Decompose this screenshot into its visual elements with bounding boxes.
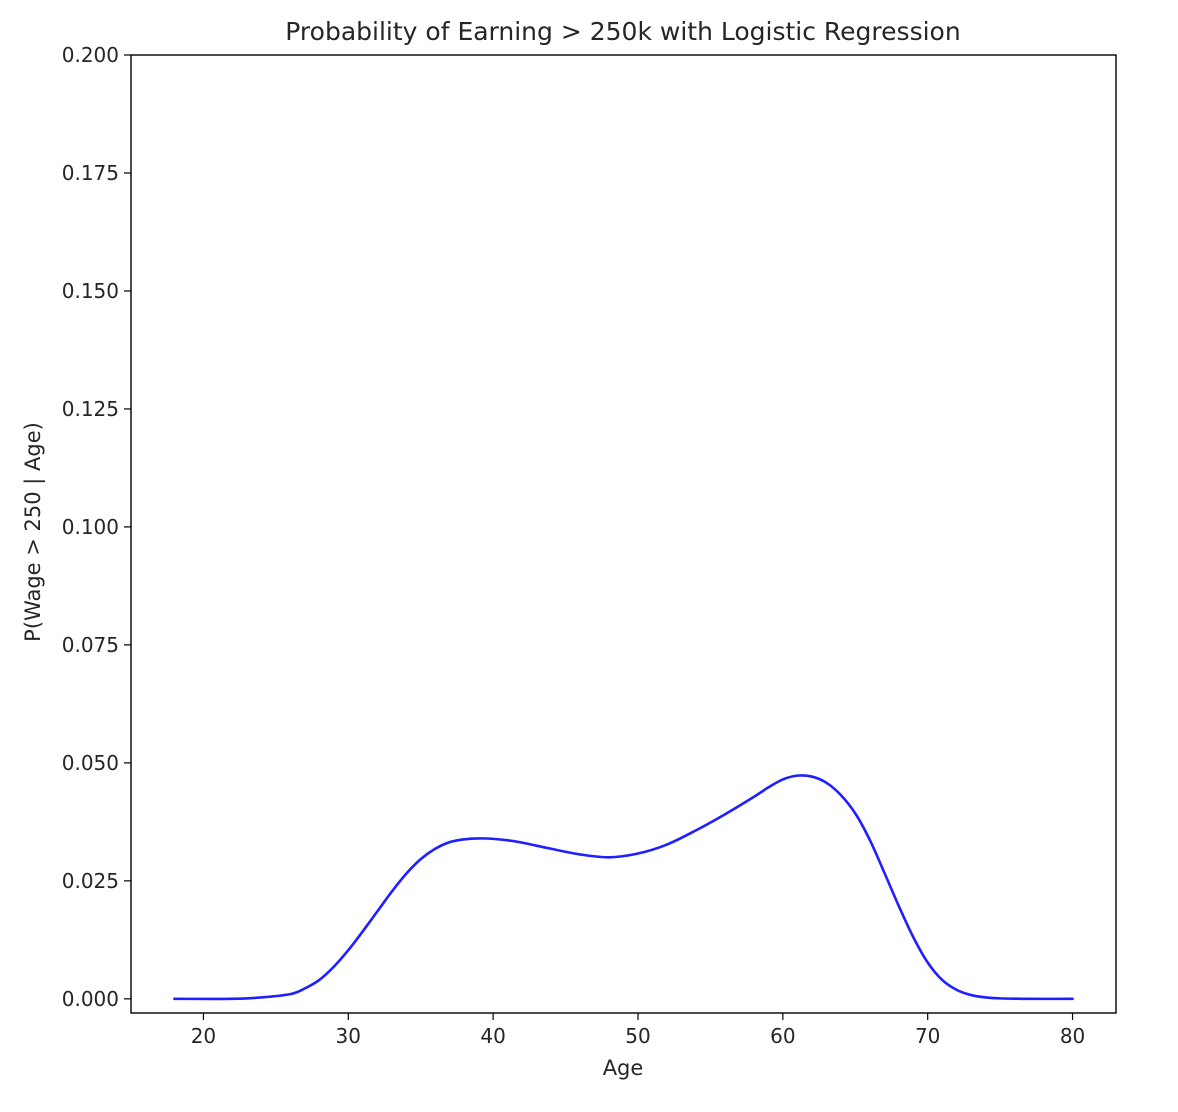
y-tick-label: 0.025 [62,869,119,893]
y-tick-label: 0.200 [62,43,119,67]
series-line-0 [173,774,1074,1001]
x-tick-label: 60 [770,1024,795,1048]
y-tick-label: 0.000 [62,987,119,1011]
y-tick-label: 0.125 [62,397,119,421]
x-tick-label: 40 [480,1024,505,1048]
y-tick-label: 0.175 [62,161,119,185]
x-tick-label: 80 [1060,1024,1085,1048]
x-tick-label: 20 [191,1024,216,1048]
x-tick-label: 50 [625,1024,650,1048]
y-tick-label: 0.050 [62,751,119,775]
x-axis-label: Age [603,1056,644,1080]
y-tick-label: 0.150 [62,279,119,303]
x-tick-label: 30 [336,1024,361,1048]
x-axis: 20 30 40 50 60 70 80 [191,1013,1085,1048]
y-axis-label: P(Wage > 250 | Age) [21,422,46,642]
plot-area [173,774,1074,1001]
y-axis: 0.000 0.025 0.050 0.075 0.100 0.125 0.150 0.175… [62,43,131,1011]
y-tick-label: 0.075 [62,633,119,657]
y-tick-label: 0.100 [62,515,119,539]
chart-title: Probability of Earning > 250k with Logis… [285,17,960,46]
plot-frame [130,54,1117,1014]
x-tick-label: 70 [915,1024,940,1048]
